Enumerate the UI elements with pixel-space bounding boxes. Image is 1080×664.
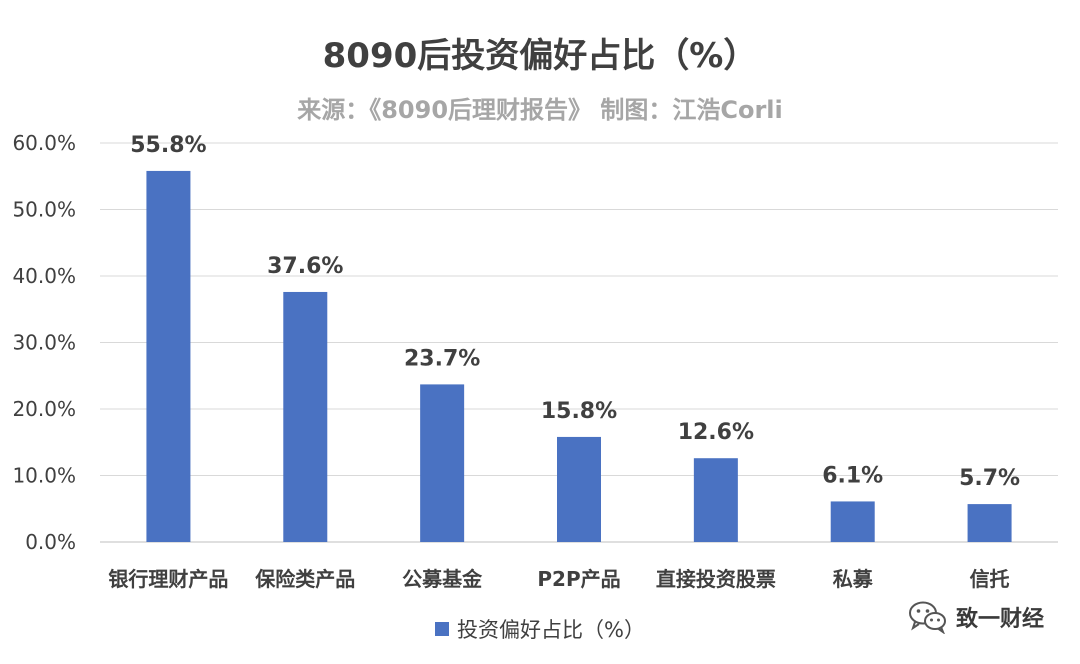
bar [967, 504, 1012, 542]
category-label: 直接投资股票 [656, 567, 776, 591]
category-label: 保险类产品 [254, 567, 355, 591]
category-label: 信托 [970, 567, 1010, 591]
data-label: 55.8% [130, 133, 206, 158]
legend: 投资偏好占比（%） [0, 614, 1080, 644]
gridlines [100, 142, 1058, 543]
bar [830, 501, 875, 542]
category-label: 银行理财产品 [108, 567, 228, 591]
y-tick-label: 0.0% [25, 530, 76, 554]
data-label: 12.6% [678, 420, 754, 445]
chart-subtitle: 来源：《8090后理财报告》 制图：江浩Corli [297, 96, 783, 124]
legend-swatch [435, 622, 450, 636]
bar [693, 458, 738, 542]
bar [283, 291, 328, 542]
category-label: P2P产品 [537, 567, 620, 591]
data-label: 37.6% [267, 254, 343, 279]
y-tick-label: 40.0% [12, 264, 76, 288]
bars [146, 170, 1012, 542]
chart-title: 8090后投资偏好占比（%） [322, 36, 758, 76]
data-labels: 55.8% 37.6% 23.7% 15.8% 12.6% 6.1% 5.7% [130, 133, 1020, 491]
y-tick-label: 30.0% [12, 331, 76, 355]
watermark: 致一财经 [908, 600, 1044, 634]
bar [146, 170, 191, 542]
data-label: 6.1% [822, 463, 883, 488]
y-tick-label: 10.0% [12, 464, 76, 488]
wechat-icon [908, 601, 946, 634]
bar [420, 384, 465, 542]
bar [557, 436, 601, 542]
data-label: 23.7% [404, 346, 480, 371]
watermark-text: 致一财经 [955, 607, 1044, 632]
y-tick-label: 60.0% [12, 131, 76, 155]
legend-label: 投资偏好占比（%） [457, 618, 645, 642]
category-label: 私募 [833, 567, 874, 591]
y-tick-label: 50.0% [12, 198, 76, 222]
data-label: 15.8% [541, 399, 617, 424]
data-label: 5.7% [959, 466, 1020, 491]
y-tick-label: 20.0% [12, 397, 76, 421]
x-axis-categories: 银行理财产品 保险类产品 公募基金 P2P产品 直接投资股票 私募 信托 [108, 567, 1009, 591]
y-axis-ticks: 0.0% 10.0% 20.0% 30.0% 40.0% 50.0% 60.0% [12, 131, 76, 554]
category-label: 公募基金 [402, 567, 483, 591]
